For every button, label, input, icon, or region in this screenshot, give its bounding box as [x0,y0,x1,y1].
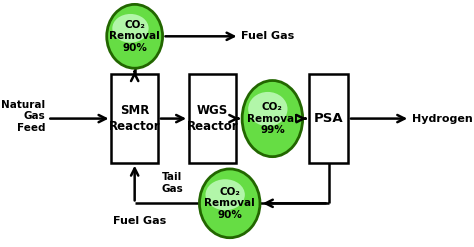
Ellipse shape [248,92,288,126]
Text: CO₂
Removal
90%: CO₂ Removal 90% [204,187,255,220]
Ellipse shape [112,14,149,43]
Text: CO₂
Removal
99%: CO₂ Removal 99% [247,102,298,135]
Ellipse shape [206,179,245,210]
Ellipse shape [107,4,163,68]
Text: PSA: PSA [314,112,344,125]
Text: SMR
Reactor: SMR Reactor [109,104,161,133]
Text: Hydrogen: Hydrogen [412,114,473,124]
Text: Fuel Gas: Fuel Gas [113,216,166,226]
Bar [111,74,158,163]
Text: WGS
Reactor: WGS Reactor [186,104,238,133]
Text: CO₂
Removal
90%: CO₂ Removal 90% [109,20,160,53]
Bar [189,74,236,163]
Ellipse shape [200,169,260,238]
Ellipse shape [242,81,302,157]
Text: Natural
Gas
Feed: Natural Gas Feed [1,100,46,133]
Text: Tail
Gas: Tail Gas [162,172,183,194]
Bar [309,74,348,163]
Text: Fuel Gas: Fuel Gas [241,31,295,41]
